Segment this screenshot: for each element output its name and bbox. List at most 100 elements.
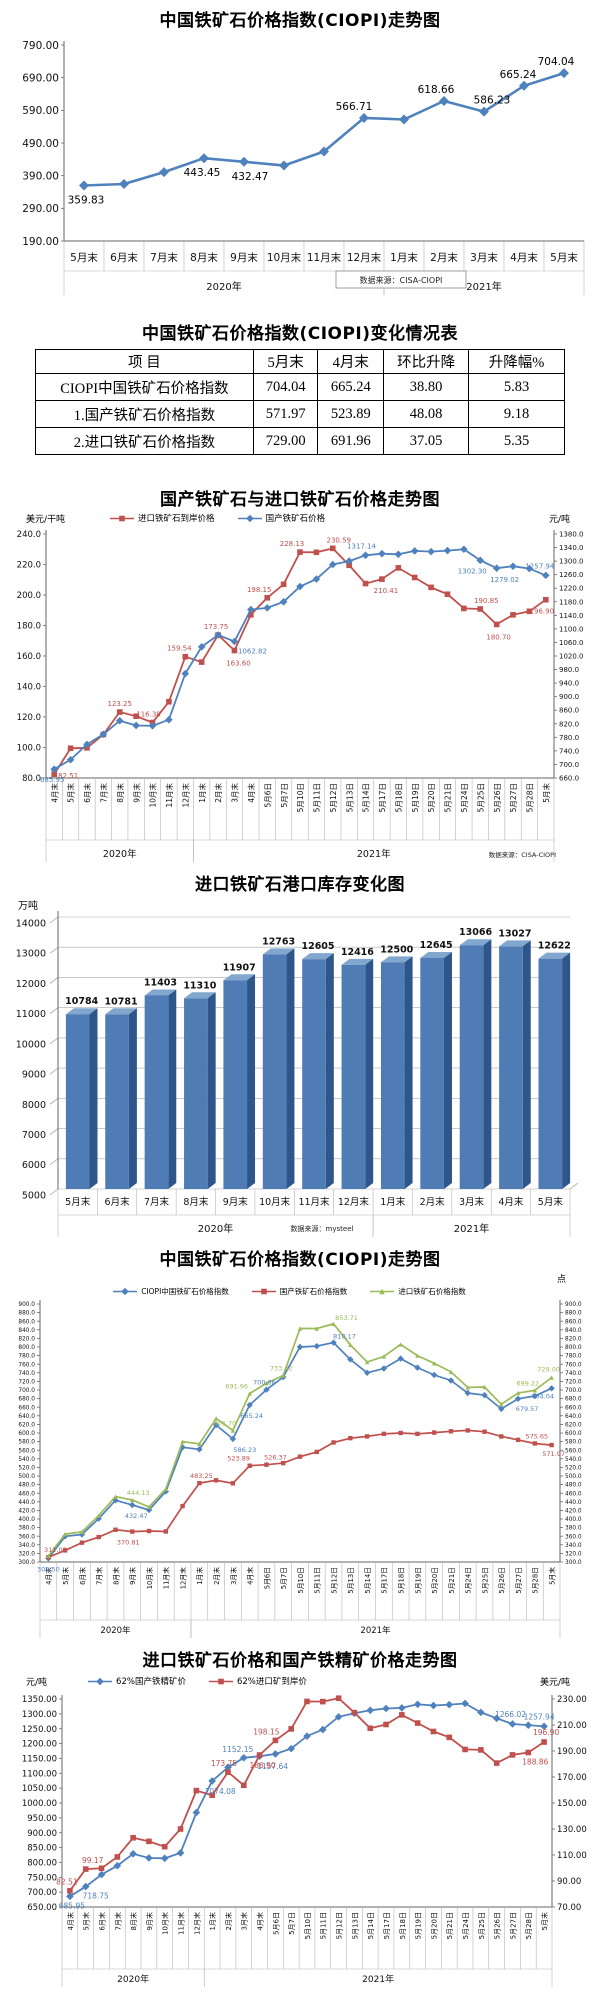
svg-text:1月末: 1月末 (195, 1567, 204, 1585)
svg-text:1380.0: 1380.0 (559, 531, 584, 539)
svg-text:11907: 11907 (223, 962, 256, 973)
svg-text:5月17日: 5月17日 (381, 1567, 389, 1594)
svg-text:3月末: 3月末 (240, 1912, 249, 1930)
svg-text:586.23: 586.23 (234, 1446, 257, 1454)
svg-text:900.0: 900.0 (565, 1302, 582, 1308)
svg-text:590.00: 590.00 (22, 105, 59, 117)
svg-text:123.25: 123.25 (107, 700, 132, 708)
svg-text:580.0: 580.0 (565, 1440, 582, 1446)
svg-text:5月27日: 5月27日 (515, 1567, 523, 1594)
svg-text:8月末: 8月末 (190, 251, 218, 264)
section-imported-vs-concentrate: 进口铁矿石价格和国产铁精矿价格走势图 元/吨 62%国产铁精矿价 62%进口矿到岸… (0, 1646, 600, 1989)
svg-text:1257.94: 1257.94 (525, 562, 554, 570)
svg-text:5月14日: 5月14日 (364, 1567, 372, 1594)
svg-text:940.0: 940.0 (559, 680, 579, 688)
svg-text:7000: 7000 (22, 1130, 46, 1141)
svg-text:186.90: 186.90 (249, 1761, 275, 1770)
svg-text:311.08: 311.08 (44, 1546, 67, 1554)
svg-text:1300.0: 1300.0 (559, 558, 584, 566)
svg-text:5月21日: 5月21日 (448, 1567, 456, 1594)
svg-text:5月6日: 5月6日 (263, 783, 272, 808)
svg-text:800.0: 800.0 (565, 1345, 582, 1351)
svg-text:1200.00: 1200.00 (22, 1740, 57, 1750)
svg-text:7月末: 7月末 (150, 251, 178, 264)
svg-text:80.0: 80.0 (22, 774, 41, 784)
svg-text:1152.15: 1152.15 (222, 1745, 253, 1754)
svg-text:380.0: 380.0 (565, 1526, 582, 1532)
svg-text:10月末: 10月末 (259, 1196, 291, 1208)
svg-text:650.00: 650.00 (27, 1903, 57, 1913)
svg-text:12月末: 12月末 (192, 1912, 201, 1935)
legend-item: 62%国产铁精矿价 (87, 1675, 186, 1687)
svg-text:1月末: 1月末 (390, 251, 418, 264)
section-domestic-vs-imported: 国产铁矿石与进口铁矿石价格走势图 美元/干吨 进口铁矿石到岸价格 国产铁矿石价格 … (0, 485, 600, 862)
legend-label: 国产铁矿石价格 (265, 514, 326, 524)
svg-text:640.0: 640.0 (565, 1414, 582, 1420)
svg-text:860.0: 860.0 (559, 707, 579, 715)
svg-text:699.22: 699.22 (516, 1379, 539, 1387)
svg-text:540.0: 540.0 (565, 1457, 582, 1463)
svg-text:200.0: 200.0 (17, 591, 41, 601)
svg-text:718.75: 718.75 (83, 1892, 109, 1901)
right-axis-unit: 美元/吨 (539, 1677, 570, 1688)
svg-text:1266.02: 1266.02 (495, 1710, 526, 1719)
svg-text:数据来源：mysteel: 数据来源：mysteel (291, 1224, 354, 1233)
svg-text:12000: 12000 (16, 979, 46, 990)
svg-text:3月末: 3月末 (470, 251, 498, 264)
svg-text:110.00: 110.00 (557, 1851, 587, 1861)
svg-text:520.0: 520.0 (18, 1465, 35, 1471)
svg-text:2020年: 2020年 (198, 1222, 233, 1235)
svg-text:1340.0: 1340.0 (559, 544, 584, 552)
svg-text:5月末: 5月末 (66, 783, 76, 803)
svg-text:460.0: 460.0 (18, 1491, 35, 1497)
svg-text:679.57: 679.57 (516, 1405, 539, 1413)
svg-text:210.00: 210.00 (557, 1721, 587, 1731)
svg-text:733.62: 733.62 (270, 1365, 293, 1373)
svg-text:10781: 10781 (105, 996, 138, 1007)
svg-text:800.00: 800.00 (27, 1858, 57, 1868)
svg-text:1月末: 1月末 (380, 1196, 406, 1208)
svg-text:12622: 12622 (538, 941, 571, 952)
svg-text:1050.00: 1050.00 (22, 1784, 57, 1794)
svg-text:5月11日: 5月11日 (313, 783, 322, 812)
svg-text:5月25日: 5月25日 (478, 1912, 486, 1939)
svg-text:1157.64: 1157.64 (257, 1762, 288, 1771)
col-header-may: 5月末 (252, 349, 319, 374)
svg-text:1317.14: 1317.14 (347, 542, 376, 550)
svg-text:4月末: 4月末 (256, 1912, 265, 1930)
svg-text:7月末: 7月末 (99, 783, 109, 803)
svg-text:11月末: 11月末 (176, 1912, 185, 1935)
legend-label: 进口铁矿石到岸价格 (138, 514, 215, 524)
svg-text:620.0: 620.0 (565, 1422, 582, 1428)
svg-text:308.50: 308.50 (37, 1565, 60, 1573)
svg-text:9月末: 9月末 (128, 1567, 137, 1585)
svg-text:500.0: 500.0 (18, 1474, 35, 1480)
svg-text:900.00: 900.00 (27, 1829, 57, 1839)
svg-text:6月末: 6月末 (110, 251, 138, 264)
svg-text:500.0: 500.0 (565, 1474, 582, 1480)
svg-text:480.0: 480.0 (18, 1483, 35, 1489)
svg-text:228.13: 228.13 (280, 540, 305, 548)
svg-text:12月末: 12月末 (338, 1196, 370, 1208)
svg-text:340.0: 340.0 (565, 1543, 582, 1549)
svg-text:116.38: 116.38 (136, 711, 161, 719)
cell-apr: 665.24 (317, 373, 385, 401)
svg-text:5月12日: 5月12日 (336, 1912, 344, 1939)
axis-legend-row: 元/吨 62%国产铁精矿价 62%进口矿到岸价 美元/吨 (0, 1673, 600, 1689)
cell-pct: 5.35 (468, 427, 565, 455)
svg-text:3月末: 3月末 (229, 1567, 238, 1585)
svg-text:5月19日: 5月19日 (414, 1567, 422, 1594)
svg-text:440.0: 440.0 (18, 1500, 35, 1506)
svg-text:4月末: 4月末 (246, 1567, 255, 1585)
svg-text:7月末: 7月末 (113, 1912, 122, 1930)
svg-text:2020年: 2020年 (206, 280, 241, 293)
svg-text:1300.00: 1300.00 (22, 1710, 57, 1720)
svg-text:860.0: 860.0 (565, 1319, 582, 1325)
legend-item: 国产铁矿石价格指数 (251, 1286, 347, 1297)
section-port-inventory: 进口铁矿石港口库存变化图 万吨 5000 6000 7000 8000 9000 10000… (0, 870, 600, 1237)
svg-text:6月末: 6月末 (82, 783, 92, 803)
svg-text:665.24: 665.24 (500, 69, 537, 81)
svg-text:443.45: 443.45 (184, 167, 221, 179)
svg-text:420.0: 420.0 (18, 1508, 35, 1514)
svg-text:370.81: 370.81 (117, 1539, 140, 1547)
